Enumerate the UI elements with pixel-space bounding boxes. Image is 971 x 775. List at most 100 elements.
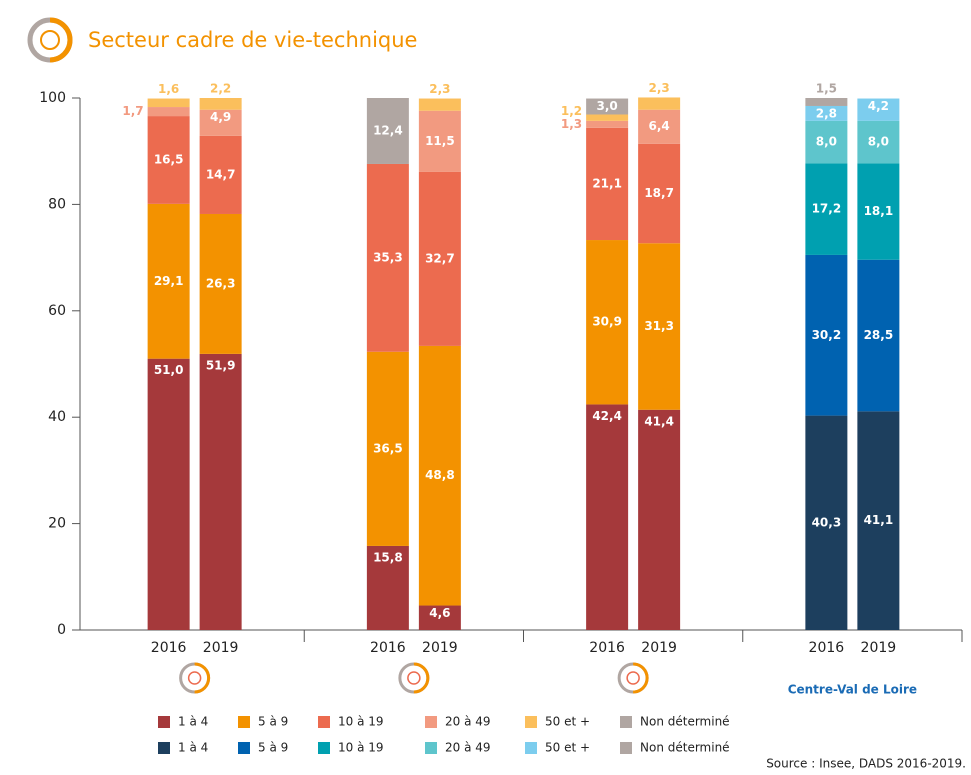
legend-swatch: [525, 716, 537, 728]
legend-label: 50 et +: [545, 715, 590, 729]
data-label: 21,1: [592, 176, 622, 190]
bar-segment: [586, 98, 629, 115]
legend-label: 1 à 4: [178, 715, 208, 729]
data-label: 2,3: [429, 82, 450, 96]
legend-label: Non déterminé: [640, 715, 730, 729]
data-label: 1,6: [158, 82, 179, 96]
bar-segment: [638, 109, 681, 144]
legend-swatch: [425, 716, 437, 728]
data-label: 31,3: [644, 319, 674, 333]
data-label: 30,2: [812, 328, 842, 342]
data-label: 41,1: [864, 513, 894, 527]
bar-segment: [199, 109, 242, 136]
bar-segment: [805, 105, 848, 121]
bar-segment: [366, 351, 409, 546]
data-label: 41,4: [644, 414, 674, 428]
legend-label: 1 à 4: [178, 741, 208, 755]
data-label: 12,4: [373, 123, 403, 137]
data-label: 35,3: [373, 250, 403, 264]
x-tick-label: 2019: [861, 640, 897, 656]
x-tick-label: 2016: [151, 640, 187, 656]
legend-label: Non déterminé: [640, 741, 730, 755]
data-label: 2,3: [648, 81, 669, 95]
bar-segment: [366, 98, 409, 164]
bar-segment: [147, 358, 190, 630]
data-label: 18,7: [644, 186, 674, 200]
x-tick-label: 2019: [203, 640, 239, 656]
legend-swatch: [238, 742, 250, 754]
icon-core: [407, 671, 421, 685]
legend-label: 10 à 19: [338, 715, 384, 729]
data-label: 40,3: [812, 515, 842, 529]
data-label: 1,5: [816, 82, 837, 96]
bar-segment: [805, 163, 848, 255]
bar-segment: [586, 127, 629, 241]
bar-segment: [805, 415, 848, 630]
legend-label: 5 à 9: [258, 715, 288, 729]
bar-segment: [147, 116, 190, 204]
data-label: 14,7: [206, 167, 236, 181]
bar-segment: [857, 98, 900, 121]
icon-arc: [633, 662, 649, 694]
legend-swatch: [158, 716, 170, 728]
legend-swatch: [318, 742, 330, 754]
x-tick-label: 2016: [809, 640, 845, 656]
data-label: 48,8: [425, 468, 455, 482]
legend-label: 10 à 19: [338, 741, 384, 755]
bar-segment: [638, 143, 681, 244]
bar-segment: [586, 404, 629, 630]
data-label: 17,2: [812, 202, 842, 216]
data-label: 18,1: [864, 204, 894, 218]
legend-swatch: [525, 742, 537, 754]
bar-segment: [586, 240, 629, 405]
y-tick-label: 60: [48, 303, 66, 319]
data-label: 32,7: [425, 251, 455, 265]
data-label: 3,0: [596, 99, 617, 113]
group-label: Centre-Val de Loire: [788, 683, 917, 697]
legend-swatch: [238, 716, 250, 728]
bar-segment: [638, 243, 681, 410]
data-label: 51,9: [206, 358, 236, 372]
data-label: 4,6: [429, 606, 450, 620]
bar-segment: [586, 114, 629, 121]
bar-segment: [638, 409, 681, 630]
bar-segment: [147, 203, 190, 359]
x-tick-label: 2019: [422, 640, 458, 656]
bar-segment: [586, 120, 629, 128]
bar-segment: [147, 107, 190, 117]
bar-segment: [805, 120, 848, 164]
legend-swatch: [158, 742, 170, 754]
y-tick-label: 100: [39, 90, 66, 106]
bar-segment: [857, 411, 900, 630]
title-icon: [27, 17, 73, 63]
bar-segment: [418, 171, 461, 346]
bar-segment: [199, 353, 242, 630]
bar-segment: [418, 345, 461, 606]
data-label: 1,3: [561, 117, 582, 131]
bar-segment: [857, 120, 900, 164]
legend-label: 20 à 49: [445, 741, 491, 755]
data-label: 1,2: [561, 104, 582, 118]
bar-segment: [805, 98, 848, 106]
bar-segment: [418, 110, 461, 172]
y-tick-label: 0: [57, 622, 66, 638]
bar-segment: [418, 98, 461, 111]
x-tick-label: 2019: [641, 640, 677, 656]
bar-segment: [366, 545, 409, 630]
legend-label: 20 à 49: [445, 715, 491, 729]
bar-segment: [199, 213, 242, 354]
group-icon: [179, 662, 211, 694]
legend-swatch: [620, 716, 632, 728]
legend-swatch: [425, 742, 437, 754]
data-label: 26,3: [206, 276, 236, 290]
data-label: 1,7: [122, 104, 143, 118]
legend-swatch: [620, 742, 632, 754]
y-tick-label: 80: [48, 196, 66, 212]
legend-label: 5 à 9: [258, 741, 288, 755]
data-label: 6,4: [648, 119, 669, 133]
bar-segment: [418, 605, 461, 630]
data-label: 16,5: [154, 152, 184, 166]
bar-segment: [199, 135, 242, 214]
x-tick-label: 2016: [589, 640, 625, 656]
